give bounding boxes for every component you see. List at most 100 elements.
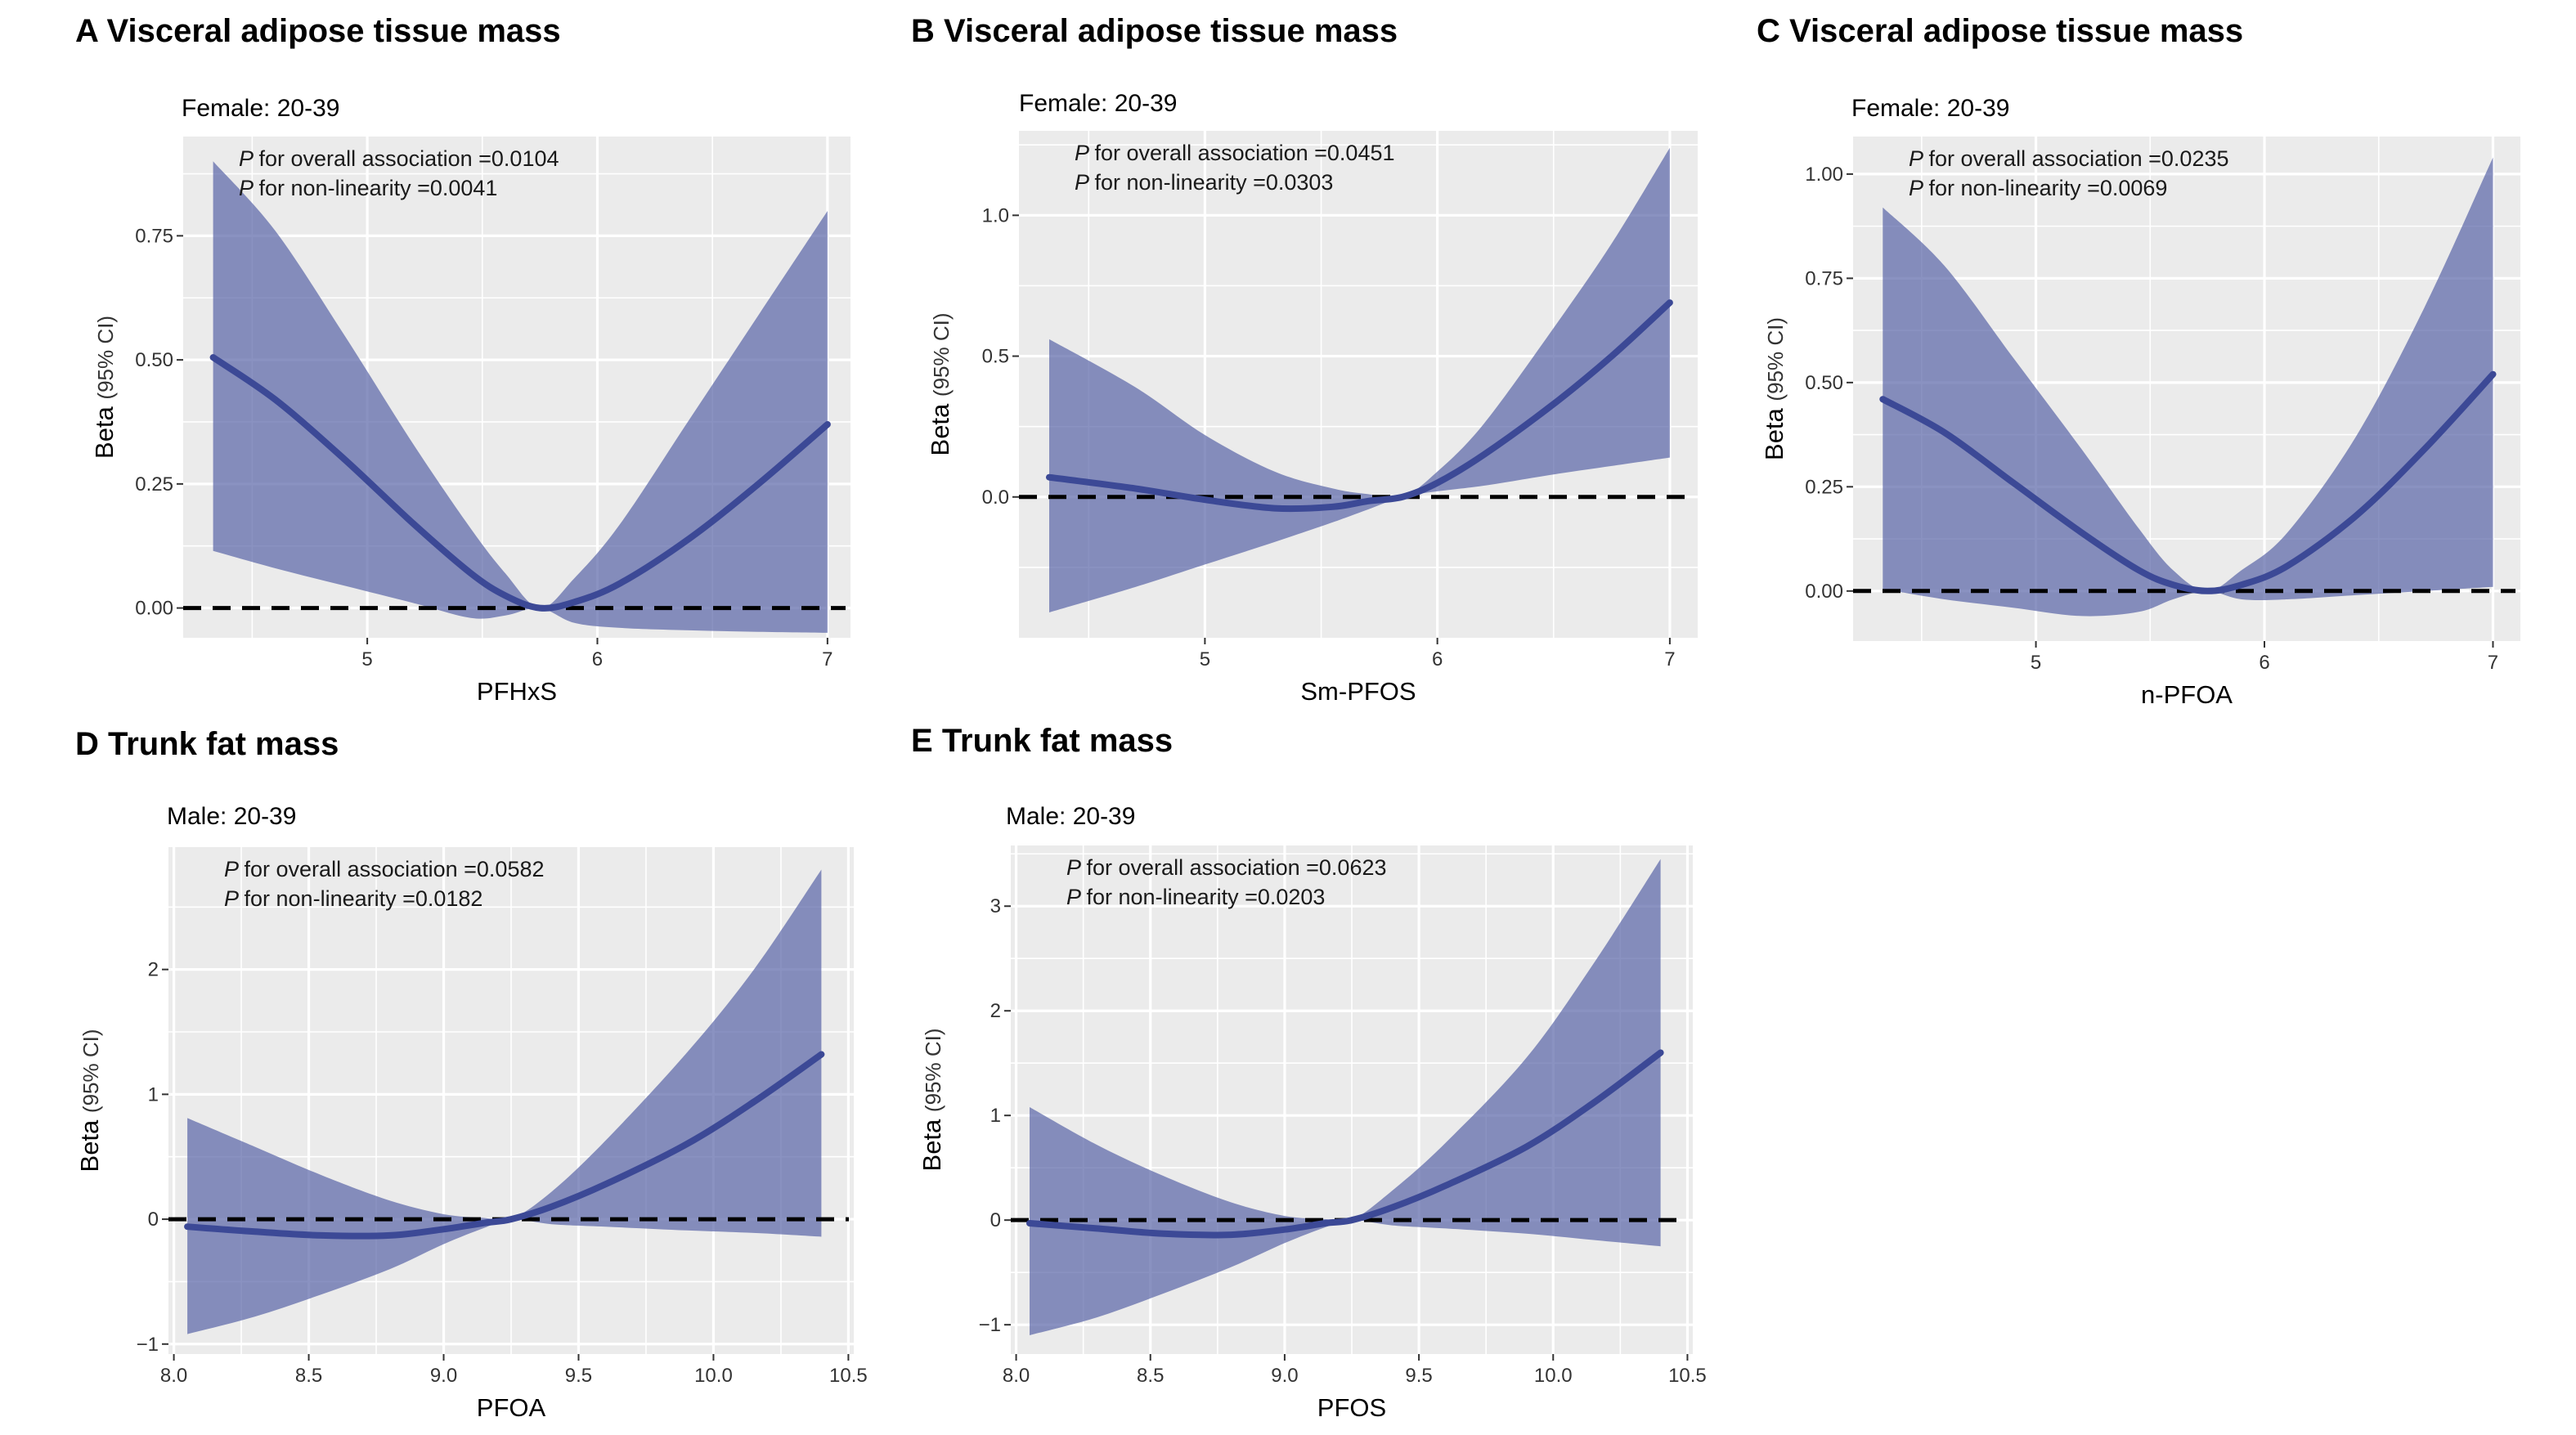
p-overall-association: P for overall association =0.0623 [1066,855,1387,880]
p-symbol: P [239,146,259,171]
panel-e-subtitle: Male: 20-39 [1006,803,1136,830]
p-symbol: P [239,176,259,200]
panel-c-title: C Visceral adipose tissue mass [1757,13,2243,50]
p-non-linearity: P for non-linearity =0.0041 [239,176,497,200]
p-nonlinear-text: for non-linearity =0.0069 [1929,176,2168,200]
x-tick-label: 5 [2031,652,2041,674]
p-non-linearity: P for non-linearity =0.0182 [224,886,482,911]
panel-e-title: E Trunk fat mass [911,723,1173,760]
p-nonlinear-text: for non-linearity =0.0041 [259,176,498,200]
x-tick-label: 9.0 [1271,1365,1298,1387]
panel-b: B Visceral adipose tissue mass Female: 2… [850,0,1701,720]
y-axis-label-beta: Beta [926,397,954,455]
panel-a-title: A Visceral adipose tissue mass [75,13,561,50]
p-overall-text: for overall association =0.0104 [259,146,559,171]
x-tick-label: 5 [1200,648,1210,670]
panel-d-title-text: Trunk fat mass [108,726,339,762]
x-axis-label: Sm-PFOS [1300,677,1416,706]
panel-d-subtitle: Male: 20-39 [167,803,297,830]
p-symbol: P [1066,855,1087,880]
x-tick-label: 8.0 [1003,1365,1030,1387]
p-symbol: P [1075,170,1095,195]
p-overall-text: for overall association =0.0582 [245,857,545,881]
p-overall-association: P for overall association =0.0582 [224,857,545,881]
panel-a-subtitle: Female: 20-39 [182,95,340,122]
p-overall-text: for overall association =0.0235 [1929,146,2229,171]
x-tick-label: 9.5 [1405,1365,1432,1387]
y-axis-label-ci: (95% CI) [929,313,954,397]
p-symbol: P [1909,176,1929,200]
p-symbol: P [1909,146,1929,171]
p-symbol: P [1066,885,1087,909]
p-symbol: P [224,886,245,911]
y-axis-label-ci: (95% CI) [79,1029,103,1114]
estimate-line [209,354,831,612]
p-overall-association: P for overall association =0.0235 [1909,146,2229,171]
y-tick-label: 0.0 [982,487,1009,509]
x-axis-label: PFHxS [477,677,557,706]
y-tick-label: 0.5 [982,346,1009,368]
x-tick-label: 5 [361,648,372,670]
y-axis-label: Beta (95% CI) [75,1029,104,1173]
panel-b-title: B Visceral adipose tissue mass [911,13,1398,50]
y-axis-label: Beta (95% CI) [1760,317,1788,460]
y-axis-label-beta: Beta [75,1113,104,1172]
p-nonlinear-text: for non-linearity =0.0182 [245,886,483,911]
p-symbol: P [1075,141,1095,165]
panel-c: C Visceral adipose tissue mass Female: 2… [1701,0,2576,720]
panel-d-plot: 8.0 8.5 9.0 9.5 10.0 10.5 PFOA −1 0 1 2 Beta (95% C… [75,847,868,1422]
y-tick-label: 3 [990,895,1001,917]
panel-a-letter: A [75,13,98,49]
y-tick-label: 0.75 [1805,267,1843,289]
x-tick-label: 7 [1664,648,1675,670]
panel-e-title-text: Trunk fat mass [941,723,1174,759]
x-tick-label: 9.0 [430,1365,457,1387]
p-nonlinear-text: for non-linearity =0.0303 [1095,170,1334,195]
x-tick-label: 6 [1432,648,1443,670]
x-tick-label: 7 [822,648,832,670]
x-axis: 8.0 8.5 9.0 9.5 10.0 10.5 PFOA [160,1354,868,1422]
y-tick-label: 1.0 [982,204,1009,226]
panel-d-title: D Trunk fat mass [75,726,339,763]
panel-c-subtitle: Female: 20-39 [1851,95,2010,122]
x-axis: 8.0 8.5 9.0 9.5 10.0 10.5 PFOS [1003,1354,1707,1422]
y-axis-label-beta: Beta [1760,401,1788,460]
y-axis-label-ci: (95% CI) [1763,317,1788,401]
y-axis-label-ci: (95% CI) [93,316,118,400]
panel-c-title-text: Visceral adipose tissue mass [1789,13,2244,49]
p-non-linearity: P for non-linearity =0.0303 [1075,170,1333,195]
panel-d-letter: D [75,726,99,762]
y-axis-label: Beta (95% CI) [926,313,954,456]
y-tick-label: 2 [148,959,159,981]
y-tick-label: 0.25 [1805,476,1843,498]
panel-c-letter: C [1757,13,1780,49]
confidence-band [213,161,828,633]
panel-a-plot: 5 6 7 PFHxS 0.00 0.25 0.50 0.75 Beta (95% CI) P f… [90,137,850,706]
x-tick-label: 10.0 [694,1365,733,1387]
x-tick-label: 10.5 [829,1365,868,1387]
x-tick-label: 6 [2259,652,2269,674]
panel-a-title-text: Visceral adipose tissue mass [106,13,561,49]
estimate-line [1026,1049,1664,1239]
panel-b-title-text: Visceral adipose tissue mass [944,13,1398,49]
p-symbol: P [224,857,245,881]
y-tick-label: 0.75 [135,225,173,247]
y-tick-label: 0.25 [135,473,173,496]
panel-a: A Visceral adipose tissue mass Female: 2… [0,0,850,720]
x-axis-label: PFOA [477,1393,546,1422]
x-axis: 5 6 7 Sm-PFOS [1200,638,1676,706]
p-overall-text: for overall association =0.0623 [1087,855,1387,880]
x-axis: 5 6 7 PFHxS [361,638,833,706]
x-tick-label: 8.5 [295,1365,322,1387]
y-tick-label: 0.00 [1805,581,1843,603]
y-axis: −1 0 1 2 3 Beta (95% CI) [918,895,1011,1336]
p-overall-association: P for overall association =0.0104 [239,146,559,171]
y-axis: −1 0 1 2 Beta (95% CI) [75,959,168,1356]
y-tick-label: −1 [979,1314,1001,1336]
y-tick-label: 2 [990,1000,1001,1022]
panel-b-letter: B [911,13,935,49]
x-tick-label: 10.0 [1534,1365,1573,1387]
panel-b-plot: 5 6 7 Sm-PFOS 0.0 0.5 1.0 Beta (95% CI) P for ov… [926,131,1698,706]
y-tick-label: 1 [990,1105,1001,1127]
x-tick-label: 9.5 [565,1365,592,1387]
